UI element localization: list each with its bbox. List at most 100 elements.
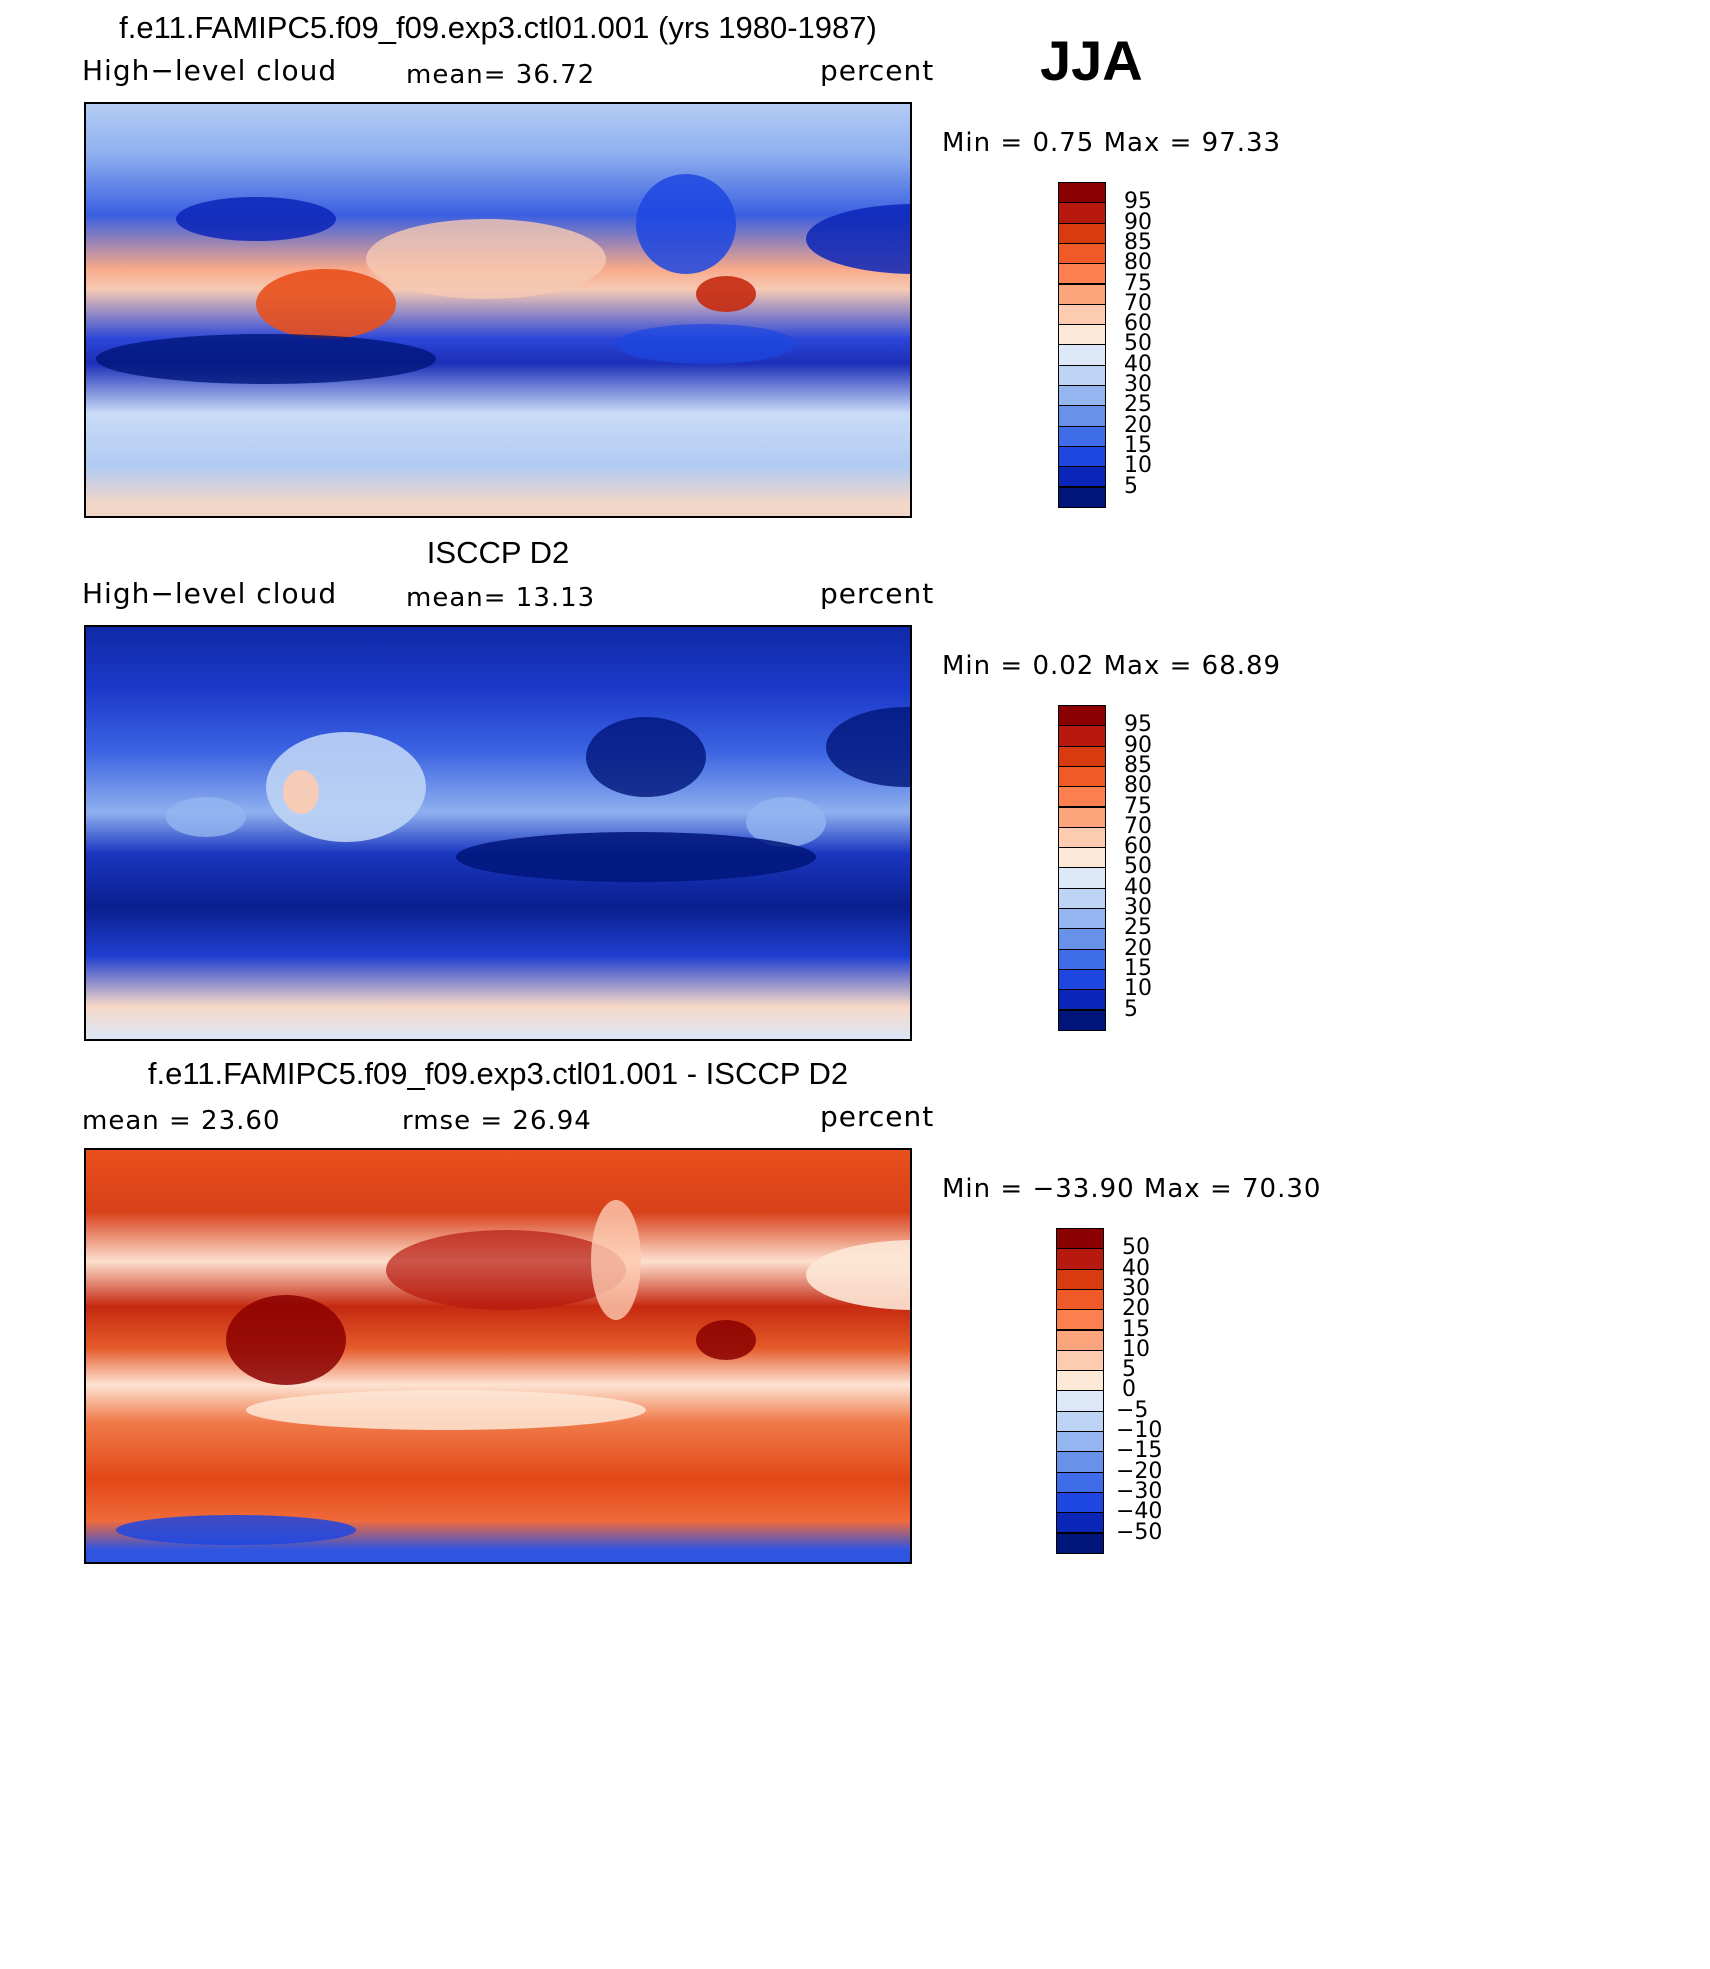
panel-3-units: percent [820, 1100, 935, 1133]
colorbar-tick-label: 0 [1122, 1377, 1136, 1403]
colorbar-swatch [1058, 786, 1106, 808]
panel-2-units: percent [820, 577, 935, 610]
colorbar-tick-label: 85 [1124, 229, 1152, 255]
colorbar-swatch [1058, 445, 1106, 468]
colorbar-tick-label: 20 [1122, 1296, 1150, 1322]
panel-1-colorbar: 95 90 85 80 75 70 60 50 40 30 25 20 15 10 5 [1058, 182, 1208, 510]
colorbar-swatch [1058, 1009, 1106, 1031]
colorbar-swatch [1058, 968, 1106, 991]
colorbar-tick-label: 50 [1124, 854, 1152, 880]
colorbar-tick-label: 10 [1122, 1336, 1150, 1362]
colorbar-swatch [1058, 364, 1106, 386]
colorbar-swatch [1056, 1451, 1104, 1473]
colorbar-tick-label: 15 [1124, 955, 1152, 981]
colorbar-tick-label: 5 [1122, 1357, 1136, 1383]
panel-2-title: ISCCP D2 [426, 535, 570, 570]
colorbar-tick-label: 60 [1124, 834, 1152, 860]
panel-1-features [96, 174, 910, 384]
colorbar-tick-label: −40 [1116, 1499, 1163, 1525]
colorbar-swatch [1058, 344, 1106, 366]
colorbar-tick-label: −20 [1116, 1458, 1163, 1484]
colorbar-tick-label: −10 [1116, 1418, 1163, 1443]
colorbar-tick-label: 40 [1124, 351, 1152, 377]
colorbar-swatch [1056, 1512, 1104, 1534]
colorbar-swatch [1056, 1309, 1104, 1331]
colorbar-tick-label: 70 [1124, 813, 1152, 839]
panel-2-features [166, 707, 910, 882]
colorbar-tick-label: −15 [1116, 1438, 1163, 1464]
colorbar-tick-label: 50 [1122, 1235, 1150, 1261]
panel-3-map [84, 1148, 912, 1564]
panel-1-map [84, 102, 912, 518]
colorbar-tick-label: 40 [1122, 1255, 1150, 1281]
colorbar-tick-label: 15 [1124, 432, 1152, 458]
colorbar-swatch [1056, 1268, 1104, 1290]
colorbar-tick-label: 85 [1124, 752, 1152, 778]
colorbar-swatch [1058, 806, 1106, 828]
panel-2-mean: mean= 13.13 [406, 583, 596, 613]
colorbar-tick-label: 20 [1124, 412, 1152, 438]
panel-2-variable-label: High−level cloud [82, 577, 338, 610]
colorbar-swatch [1058, 283, 1106, 305]
colorbar-tick-label: 30 [1124, 895, 1152, 920]
colorbar-swatch [1058, 989, 1106, 1011]
colorbar-swatch [1058, 826, 1106, 849]
panel-1-variable-label: High−level cloud [82, 54, 338, 87]
colorbar-swatch [1056, 1532, 1104, 1554]
colorbar-swatch [1058, 202, 1106, 224]
panel-3-mean: mean = 23.60 [82, 1106, 281, 1136]
season-label: JJA [1040, 29, 1143, 92]
colorbar-tick-label: 15 [1122, 1316, 1150, 1342]
colorbar-tick-label: 80 [1124, 250, 1152, 276]
colorbar-swatch [1058, 425, 1106, 447]
colorbar-swatch [1058, 324, 1106, 346]
colorbar-swatch [1058, 385, 1106, 407]
colorbar-swatch [1056, 1349, 1104, 1372]
colorbar-tick-label: 40 [1124, 874, 1152, 900]
colorbar-swatch [1056, 1491, 1104, 1514]
panel-3-colorbar: 50 40 30 20 15 10 5 0 −5 −10 −15 −20 −30 −40 −50 [1056, 1228, 1206, 1556]
colorbar-swatch [1056, 1370, 1104, 1392]
colorbar-swatch [1056, 1471, 1104, 1493]
panel-1-mean: mean= 36.72 [406, 60, 596, 90]
colorbar-tick-label: 30 [1124, 372, 1152, 397]
colorbar-swatch [1058, 303, 1106, 326]
colorbar-swatch [1058, 867, 1106, 889]
colorbar-tick-label: 95 [1124, 712, 1152, 738]
panel-1-units: percent [820, 54, 935, 87]
colorbar-swatch [1058, 847, 1106, 869]
colorbar-swatch [1058, 948, 1106, 970]
colorbar-tick-label: 25 [1124, 392, 1152, 418]
colorbar-tick-label: 10 [1124, 976, 1152, 1002]
colorbar-tick-label: 30 [1122, 1275, 1150, 1301]
colorbar-tick-label: −50 [1116, 1519, 1163, 1545]
colorbar-tick-label: 75 [1124, 793, 1152, 819]
colorbar-tick-label: −30 [1116, 1478, 1163, 1504]
colorbar-swatch [1056, 1288, 1104, 1311]
colorbar-tick-label: 60 [1124, 311, 1152, 337]
colorbar-tick-label: 50 [1124, 331, 1152, 357]
colorbar-swatch [1058, 745, 1106, 767]
panel-2-map [84, 625, 912, 1041]
panel-2-colorbar: 95 90 85 80 75 70 60 50 40 30 25 20 15 10 5 [1058, 705, 1208, 1033]
colorbar-tick-label: 5 [1124, 996, 1138, 1022]
colorbar-swatch [1056, 1410, 1104, 1432]
colorbar-tick-label: 20 [1124, 935, 1152, 961]
colorbar-swatch [1058, 725, 1106, 747]
panel-1-title: f.e11.FAMIPC5.f09_f09.exp3.ctl01.001 (yr… [119, 10, 877, 45]
colorbar-tick-label: 80 [1124, 773, 1152, 799]
panel-1-minmax: Min = 0.75 Max = 97.33 [942, 128, 1282, 158]
colorbar-tick-label: 25 [1124, 915, 1152, 941]
panel-3-minmax: Min = −33.90 Max = 70.30 [942, 1174, 1322, 1204]
colorbar-swatch [1058, 222, 1106, 244]
colorbar-swatch [1058, 263, 1106, 285]
colorbar-tick-label: 75 [1124, 270, 1152, 296]
panel-3-title: f.e11.FAMIPC5.f09_f09.exp3.ctl01.001 - I… [147, 1056, 849, 1091]
colorbar-swatch [1058, 486, 1106, 508]
colorbar-swatch [1056, 1431, 1104, 1453]
colorbar-swatch [1058, 705, 1106, 727]
colorbar-swatch [1056, 1248, 1104, 1270]
colorbar-swatch [1058, 928, 1106, 950]
colorbar-swatch [1056, 1390, 1104, 1412]
colorbar-tick-label: 10 [1124, 453, 1152, 479]
